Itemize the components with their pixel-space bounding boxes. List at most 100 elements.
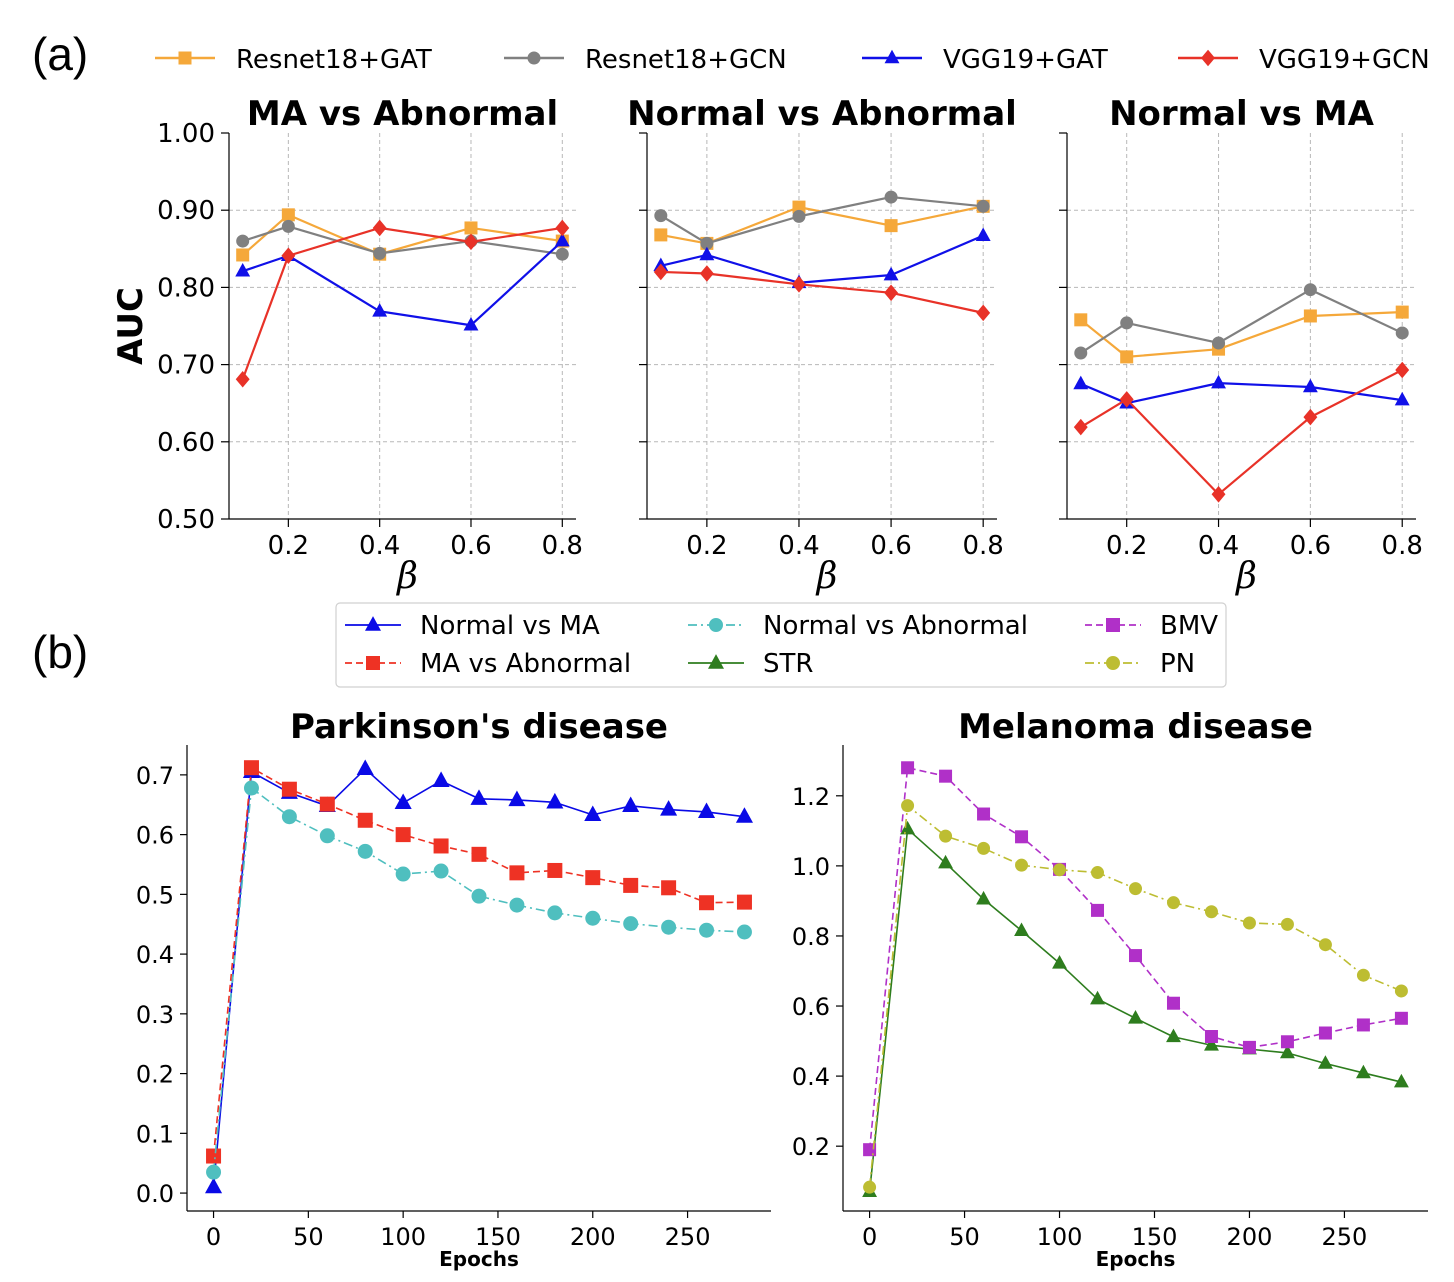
y-tick-label: 0.50 <box>157 505 215 535</box>
data-point <box>1212 336 1226 350</box>
data-point <box>470 789 488 805</box>
data-point <box>1166 1028 1181 1043</box>
data-point <box>281 809 297 825</box>
series-line <box>660 195 984 245</box>
data-point <box>1318 938 1332 952</box>
data-point <box>281 219 295 233</box>
legend-marker <box>366 656 380 670</box>
data-point <box>699 246 715 261</box>
data-point <box>1074 313 1088 327</box>
data-point <box>883 266 899 281</box>
data-point <box>1395 361 1410 379</box>
data-point <box>1052 955 1067 969</box>
data-point <box>319 828 335 844</box>
legend-item-normal-vs-ma: Normal vs MA <box>345 611 600 641</box>
y-tick-label: 0.3 <box>136 1001 174 1029</box>
chart-ma-vs-abnormal: MA vs Abnormal 0.2 0.4 0.6 0.8 0.50 0.60 0.70 0.… <box>111 94 583 597</box>
series-str <box>862 820 1409 1198</box>
series-pn <box>863 799 1408 1194</box>
chart-title: MA vs Abnormal <box>247 94 558 134</box>
y-tick-label: 0.6 <box>792 993 830 1021</box>
legend-label: Normal vs MA <box>420 611 600 641</box>
data-point <box>884 190 898 204</box>
legend-marker <box>709 618 723 632</box>
data-point <box>1356 968 1370 982</box>
y-tick-label: 0.6 <box>136 822 174 850</box>
x-tick-label: 0 <box>206 1223 221 1251</box>
x-tick-label: 0.8 <box>542 531 583 561</box>
data-point <box>661 880 677 896</box>
data-point <box>281 208 295 222</box>
data-point <box>509 897 525 913</box>
legend-box <box>335 602 1227 688</box>
x-axis-label: β <box>815 556 838 597</box>
data-point <box>1303 408 1318 426</box>
data-point <box>1091 903 1105 917</box>
y-tick-label: 0.0 <box>136 1180 174 1208</box>
data-point <box>654 209 668 223</box>
legend-marker <box>1106 618 1120 632</box>
data-point <box>1393 1073 1409 1088</box>
data-point <box>863 1143 877 1157</box>
legend-marker <box>178 51 192 65</box>
data-point <box>654 228 668 242</box>
data-point <box>508 790 526 807</box>
data-point <box>653 263 668 281</box>
data-point <box>584 805 602 821</box>
data-point <box>433 838 449 854</box>
data-point <box>471 888 487 904</box>
data-point <box>204 1177 223 1194</box>
data-point <box>585 910 601 926</box>
data-point <box>1128 1010 1143 1024</box>
y-tick-label: 0.1 <box>136 1120 174 1148</box>
x-tick-label: 0.2 <box>268 531 309 561</box>
data-point <box>622 796 640 813</box>
data-point <box>546 792 564 809</box>
data-point <box>236 248 250 262</box>
legend-item-ma-vs-abnormal: MA vs Abnormal <box>345 649 631 679</box>
x-tick-label: 150 <box>1132 1223 1178 1251</box>
x-tick-label: 100 <box>1037 1223 1083 1251</box>
x-tick-label: 200 <box>1227 1223 1273 1251</box>
data-point <box>463 316 479 331</box>
data-point <box>1053 863 1067 877</box>
data-point <box>206 1164 222 1180</box>
data-point <box>863 1180 877 1194</box>
series-vgg19-gat <box>1073 374 1410 409</box>
y-axis-label: AUC <box>111 287 151 365</box>
series-vgg19-gcn <box>653 263 991 322</box>
data-point <box>509 865 525 881</box>
data-point <box>1204 1037 1219 1051</box>
legend-marker <box>1106 656 1120 670</box>
legend-item-pn: PN <box>1085 649 1195 679</box>
chart-title: Parkinson's disease <box>290 707 668 747</box>
legend-item-str: STR <box>688 649 813 679</box>
y-tick-label: 0.4 <box>136 941 174 969</box>
chart-parkinson-s-disease: Parkinson's disease 0 50 100 150 200 250 0.0 0.1… <box>136 707 771 1271</box>
data-point <box>1091 866 1105 880</box>
legend-item-vgg19-gat: VGG19+GAT <box>862 45 1108 75</box>
y-tick-label: 1.0 <box>792 853 830 881</box>
data-point <box>1303 309 1317 323</box>
data-point <box>735 807 754 823</box>
data-point <box>938 854 954 869</box>
data-point <box>976 890 991 905</box>
data-point <box>977 841 991 855</box>
x-tick-label: 0.8 <box>1382 531 1423 561</box>
data-point <box>464 233 478 251</box>
data-point <box>319 796 335 812</box>
data-point <box>1129 949 1142 963</box>
y-tick-label: 0.2 <box>792 1133 830 1161</box>
data-point <box>884 284 899 302</box>
y-tick-label: 0.90 <box>157 196 215 226</box>
data-point <box>372 219 387 237</box>
data-point <box>356 759 374 775</box>
data-point <box>554 232 570 247</box>
series-vgg19-gcn <box>235 219 570 388</box>
data-point <box>394 793 412 810</box>
data-point <box>1073 375 1089 390</box>
data-point <box>660 800 678 816</box>
data-point <box>1120 350 1134 364</box>
panel-label-b: (b) <box>32 626 88 678</box>
